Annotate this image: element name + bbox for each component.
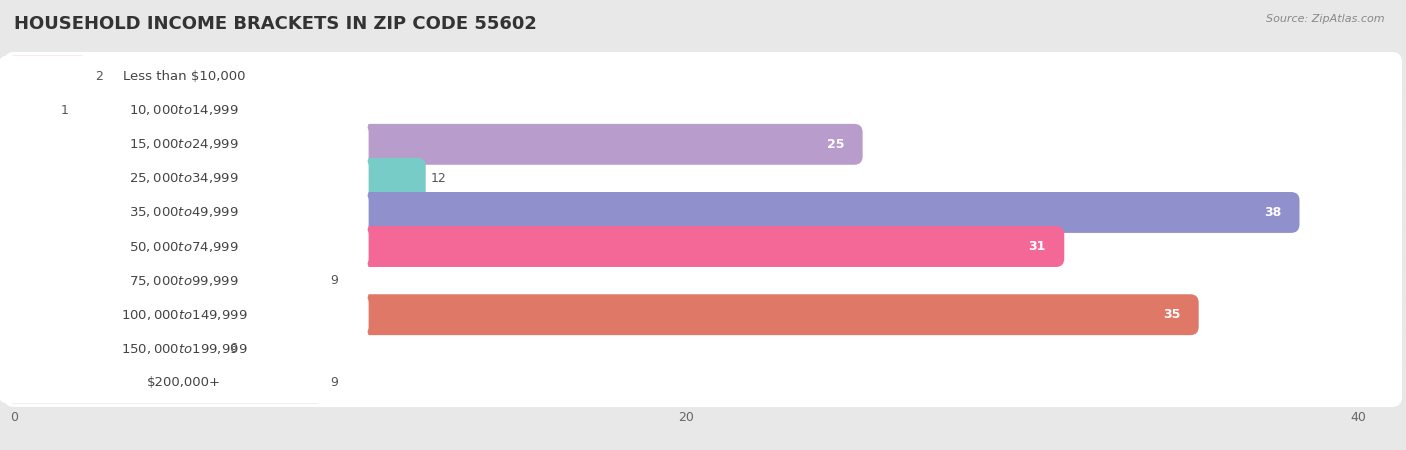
FancyBboxPatch shape bbox=[6, 158, 426, 199]
FancyBboxPatch shape bbox=[6, 226, 1064, 267]
Text: HOUSEHOLD INCOME BRACKETS IN ZIP CODE 55602: HOUSEHOLD INCOME BRACKETS IN ZIP CODE 55… bbox=[14, 15, 537, 33]
Text: 1: 1 bbox=[60, 104, 69, 117]
FancyBboxPatch shape bbox=[0, 226, 368, 267]
Text: $100,000 to $149,999: $100,000 to $149,999 bbox=[121, 308, 247, 322]
FancyBboxPatch shape bbox=[0, 56, 368, 97]
FancyBboxPatch shape bbox=[4, 188, 1402, 237]
Text: $10,000 to $14,999: $10,000 to $14,999 bbox=[129, 103, 239, 117]
Text: 9: 9 bbox=[330, 376, 337, 389]
Text: $75,000 to $99,999: $75,000 to $99,999 bbox=[129, 274, 239, 288]
FancyBboxPatch shape bbox=[4, 222, 1402, 271]
FancyBboxPatch shape bbox=[4, 291, 1402, 339]
FancyBboxPatch shape bbox=[6, 260, 325, 301]
Text: 25: 25 bbox=[827, 138, 844, 151]
Text: $25,000 to $34,999: $25,000 to $34,999 bbox=[129, 171, 239, 185]
FancyBboxPatch shape bbox=[4, 324, 1402, 373]
FancyBboxPatch shape bbox=[6, 56, 90, 97]
FancyBboxPatch shape bbox=[0, 362, 368, 403]
Text: $200,000+: $200,000+ bbox=[146, 376, 221, 389]
FancyBboxPatch shape bbox=[4, 256, 1402, 305]
FancyBboxPatch shape bbox=[0, 124, 368, 165]
Text: 9: 9 bbox=[330, 274, 337, 287]
FancyBboxPatch shape bbox=[6, 328, 224, 369]
FancyBboxPatch shape bbox=[4, 359, 1402, 407]
Text: $150,000 to $199,999: $150,000 to $199,999 bbox=[121, 342, 247, 356]
FancyBboxPatch shape bbox=[0, 90, 368, 130]
Text: Less than $10,000: Less than $10,000 bbox=[122, 70, 245, 83]
Text: 2: 2 bbox=[94, 70, 103, 83]
FancyBboxPatch shape bbox=[4, 86, 1402, 135]
Text: $50,000 to $74,999: $50,000 to $74,999 bbox=[129, 239, 239, 253]
FancyBboxPatch shape bbox=[4, 52, 1402, 100]
FancyBboxPatch shape bbox=[0, 192, 368, 233]
FancyBboxPatch shape bbox=[6, 124, 863, 165]
FancyBboxPatch shape bbox=[0, 328, 368, 369]
Text: 35: 35 bbox=[1163, 308, 1180, 321]
FancyBboxPatch shape bbox=[6, 192, 1299, 233]
FancyBboxPatch shape bbox=[6, 90, 56, 130]
FancyBboxPatch shape bbox=[0, 158, 368, 199]
FancyBboxPatch shape bbox=[4, 154, 1402, 202]
FancyBboxPatch shape bbox=[0, 294, 368, 335]
FancyBboxPatch shape bbox=[6, 294, 1199, 335]
Text: $35,000 to $49,999: $35,000 to $49,999 bbox=[129, 206, 239, 220]
Text: 38: 38 bbox=[1264, 206, 1281, 219]
FancyBboxPatch shape bbox=[0, 260, 368, 301]
Text: 12: 12 bbox=[430, 172, 447, 185]
Text: Source: ZipAtlas.com: Source: ZipAtlas.com bbox=[1267, 14, 1385, 23]
Text: $15,000 to $24,999: $15,000 to $24,999 bbox=[129, 137, 239, 151]
FancyBboxPatch shape bbox=[4, 120, 1402, 168]
FancyBboxPatch shape bbox=[6, 362, 325, 403]
Text: 6: 6 bbox=[229, 342, 238, 355]
Text: 31: 31 bbox=[1028, 240, 1046, 253]
